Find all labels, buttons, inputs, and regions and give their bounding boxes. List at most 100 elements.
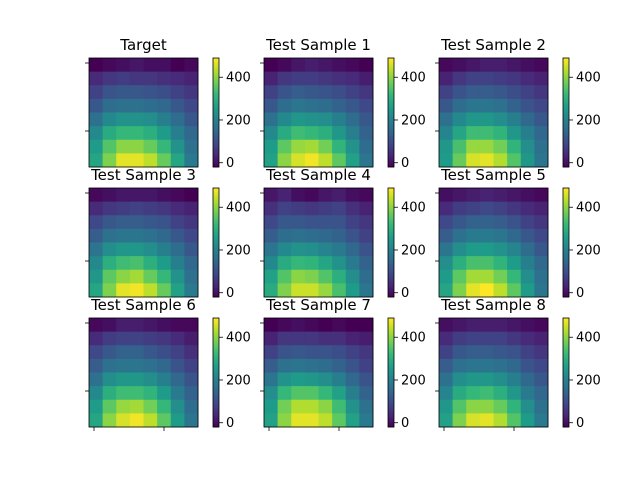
heatmap-cell xyxy=(157,372,172,387)
heatmap-cell xyxy=(277,386,292,401)
heatmap-cell xyxy=(143,228,158,243)
heatmap-cell xyxy=(479,85,494,100)
heatmap-cell xyxy=(479,413,494,428)
heatmap-cell xyxy=(466,153,481,168)
colorbar-tick-label: 0 xyxy=(401,286,409,301)
heatmap-cell xyxy=(345,386,360,401)
colorbar-tick-label: 0 xyxy=(576,156,584,171)
heatmap-cell xyxy=(291,188,306,203)
heatmap-cell xyxy=(116,153,131,168)
colorbar-segment xyxy=(213,388,219,392)
heatmap-cell xyxy=(359,399,374,414)
heatmap-cell xyxy=(318,126,333,141)
heatmap-cell xyxy=(534,71,549,86)
heatmap-cell xyxy=(439,386,454,401)
colorbar-segment xyxy=(213,92,219,95)
colorbar-segment xyxy=(213,377,219,381)
heatmap-cell xyxy=(291,413,306,428)
heatmap-cell xyxy=(332,201,347,216)
colorbar-segment xyxy=(563,280,569,283)
heatmap-cell xyxy=(264,318,279,333)
heatmap-cell xyxy=(89,112,104,127)
heatmap-cell xyxy=(493,386,508,401)
heatmap-cell xyxy=(89,242,104,257)
colorbar-segment xyxy=(388,361,394,364)
heatmap-cell xyxy=(345,269,360,284)
heatmap-cell xyxy=(184,126,199,141)
colorbar-segment xyxy=(388,123,394,126)
colorbar-segment xyxy=(563,337,569,341)
colorbar-segment xyxy=(213,207,219,211)
colorbar-segment xyxy=(388,367,394,370)
heatmap-cell xyxy=(439,318,454,333)
heatmap-cell xyxy=(143,269,158,284)
heatmap-cell xyxy=(534,139,549,154)
heatmap-cell xyxy=(359,358,374,373)
colorbar-segment xyxy=(213,392,219,395)
colorbar-segment xyxy=(388,188,394,191)
colorbar-segment xyxy=(563,356,569,359)
heatmap-cell xyxy=(520,372,535,387)
colorbar-segment xyxy=(563,222,569,225)
colorbar-segment xyxy=(563,90,569,93)
colorbar-segment xyxy=(563,59,569,63)
panel-title: Test Sample 4 xyxy=(265,166,371,184)
colorbar-segment xyxy=(388,59,394,63)
heatmap-cell xyxy=(304,413,319,428)
heatmap-cell xyxy=(277,201,292,216)
colorbar-segment xyxy=(388,114,394,117)
colorbar-segment xyxy=(388,396,394,399)
colorbar-segment xyxy=(388,255,394,258)
heatmap-cell xyxy=(479,71,494,86)
colorbar-segment xyxy=(563,206,569,209)
heatmap-cell xyxy=(507,153,522,168)
heatmap-cell xyxy=(129,331,144,346)
colorbar-segment xyxy=(388,227,394,231)
panel-title: Test Sample 6 xyxy=(90,296,196,314)
colorbar-segment xyxy=(213,295,219,298)
colorbar-segment xyxy=(213,87,219,90)
heatmap-cell xyxy=(452,98,467,113)
heatmap-cell xyxy=(143,242,158,257)
heatmap-cell xyxy=(534,242,549,257)
heatmap-cell xyxy=(89,283,104,298)
heatmap-cell xyxy=(534,112,549,127)
colorbar-segment xyxy=(213,143,219,146)
heatmap-cell xyxy=(143,283,158,298)
colorbar-segment xyxy=(563,161,569,164)
heatmap-cell xyxy=(291,153,306,168)
colorbar-segment xyxy=(563,361,569,364)
colorbar-segment xyxy=(563,286,569,289)
colorbar-segment xyxy=(213,117,219,121)
heatmap-cell xyxy=(102,283,117,298)
colorbar-tick-label: 0 xyxy=(226,416,234,431)
heatmap-cell xyxy=(143,188,158,203)
colorbar-segment xyxy=(213,157,219,161)
colorbar-segment xyxy=(213,408,219,412)
colorbar-segment xyxy=(213,337,219,341)
heatmap-cell xyxy=(332,386,347,401)
heatmap-cell xyxy=(534,331,549,346)
colorbar-segment xyxy=(563,368,569,372)
heatmap-cell xyxy=(170,331,185,346)
colorbar-segment xyxy=(213,379,219,382)
colorbar-segment xyxy=(213,350,219,353)
colorbar-segment xyxy=(563,148,569,152)
colorbar-segment xyxy=(388,226,394,229)
heatmap-cell xyxy=(264,71,279,86)
colorbar-segment xyxy=(213,156,219,159)
colorbar-segment xyxy=(388,401,394,404)
heatmap-cell xyxy=(129,201,144,216)
heatmap-cell xyxy=(466,331,481,346)
colorbar-segment xyxy=(563,419,569,422)
heatmap-cell xyxy=(304,126,319,141)
colorbar-segment xyxy=(388,363,394,366)
heatmap-cell xyxy=(452,188,467,203)
colorbar-segment xyxy=(213,266,219,269)
colorbar-segment xyxy=(563,376,569,379)
heatmap-cell xyxy=(184,269,199,284)
heatmap-cell xyxy=(89,71,104,86)
heatmap-cell xyxy=(157,399,172,414)
heatmap-cell xyxy=(332,188,347,203)
heatmap-cell xyxy=(304,386,319,401)
